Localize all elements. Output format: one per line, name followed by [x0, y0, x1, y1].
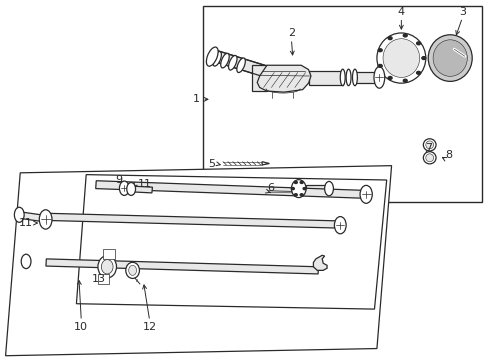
Polygon shape [96, 181, 365, 198]
Text: 5: 5 [209, 159, 216, 169]
Ellipse shape [228, 55, 237, 70]
Circle shape [292, 188, 294, 190]
Ellipse shape [383, 39, 419, 77]
Circle shape [294, 194, 297, 196]
Ellipse shape [292, 180, 306, 198]
Ellipse shape [426, 154, 434, 162]
Text: 13: 13 [92, 274, 106, 284]
Ellipse shape [433, 40, 467, 76]
Circle shape [422, 57, 426, 59]
Circle shape [416, 71, 420, 74]
Ellipse shape [101, 260, 113, 274]
Circle shape [300, 181, 303, 184]
Ellipse shape [129, 265, 137, 275]
Polygon shape [314, 255, 327, 270]
Bar [309, 71, 343, 85]
Circle shape [403, 34, 407, 37]
Ellipse shape [352, 69, 357, 86]
Ellipse shape [360, 185, 372, 203]
Ellipse shape [39, 210, 52, 229]
Bar [203, 6, 482, 202]
Text: 11: 11 [138, 179, 151, 189]
Polygon shape [49, 213, 338, 228]
Polygon shape [46, 259, 318, 274]
Circle shape [388, 77, 392, 80]
Text: 11: 11 [19, 218, 32, 228]
Bar [355, 72, 377, 83]
Polygon shape [5, 166, 392, 356]
Ellipse shape [21, 254, 31, 269]
Text: 4: 4 [398, 7, 405, 17]
Text: 1: 1 [193, 94, 200, 104]
Polygon shape [257, 65, 311, 92]
Bar [306, 185, 328, 192]
Ellipse shape [346, 69, 351, 86]
Ellipse shape [423, 139, 436, 151]
Circle shape [378, 49, 382, 51]
Text: 7: 7 [425, 143, 432, 153]
Bar [98, 274, 109, 284]
Text: 9: 9 [116, 175, 122, 185]
Ellipse shape [426, 141, 434, 149]
Text: 3: 3 [459, 7, 466, 17]
Ellipse shape [325, 181, 333, 196]
Circle shape [388, 37, 392, 40]
Ellipse shape [423, 152, 436, 164]
Ellipse shape [126, 262, 140, 278]
Ellipse shape [127, 183, 136, 195]
Circle shape [300, 194, 303, 196]
Circle shape [303, 188, 306, 190]
Polygon shape [17, 212, 47, 222]
Ellipse shape [213, 51, 221, 66]
Circle shape [403, 79, 407, 82]
Polygon shape [131, 186, 152, 193]
Ellipse shape [374, 67, 385, 88]
Text: 2: 2 [288, 28, 295, 39]
Ellipse shape [98, 256, 117, 278]
Ellipse shape [377, 33, 426, 83]
Text: 10: 10 [74, 321, 88, 332]
Circle shape [416, 42, 420, 45]
Polygon shape [76, 175, 387, 309]
Circle shape [294, 181, 297, 184]
Bar [103, 249, 115, 260]
Ellipse shape [120, 181, 129, 195]
Polygon shape [215, 50, 267, 78]
Text: 12: 12 [143, 321, 157, 332]
Ellipse shape [334, 217, 346, 234]
Ellipse shape [220, 53, 229, 68]
Polygon shape [262, 162, 270, 165]
Ellipse shape [428, 35, 472, 81]
Bar [252, 65, 267, 91]
Circle shape [378, 64, 382, 67]
Text: 8: 8 [445, 150, 452, 160]
Ellipse shape [340, 69, 345, 86]
Ellipse shape [206, 47, 218, 66]
Ellipse shape [14, 207, 24, 222]
Text: 6: 6 [267, 183, 274, 193]
Ellipse shape [237, 58, 245, 73]
